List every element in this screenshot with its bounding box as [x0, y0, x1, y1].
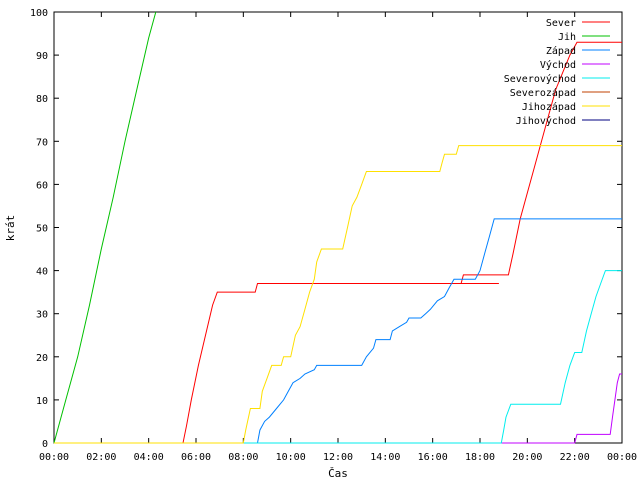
- series-line-0: [54, 41, 622, 444]
- y-tick-label: 100: [30, 8, 48, 19]
- legend-entry-label: Západ: [546, 45, 576, 57]
- y-tick-label: 0: [42, 439, 48, 450]
- series-line-6: [54, 145, 622, 444]
- y-tick-label: 50: [36, 224, 48, 235]
- x-tick-label: 00:00: [607, 452, 637, 463]
- series-line-1: [53, 11, 157, 444]
- y-tick-label: 10: [36, 396, 48, 407]
- series-line-2: [54, 218, 622, 444]
- x-tick-label: 14:00: [370, 452, 400, 463]
- x-axis-label: Čas: [328, 467, 348, 480]
- legend-entry-label: Sever: [546, 18, 576, 29]
- x-tick-label: 06:00: [181, 452, 211, 463]
- x-tick-label: 04:00: [134, 452, 164, 463]
- series-line-3: [54, 373, 622, 444]
- series-line-4: [54, 270, 622, 444]
- y-tick-label: 70: [36, 137, 48, 148]
- y-tick-label: 90: [36, 51, 48, 62]
- x-tick-label: 00:00: [39, 452, 69, 463]
- x-tick-label: 12:00: [323, 452, 353, 463]
- tick-group: 0 10 20 30 40 50 60 70 80 90 100 00:00 02:00 04:00 06:…: [30, 8, 637, 463]
- x-tick-label: 22:00: [560, 452, 590, 463]
- x-tick-label: 10:00: [276, 452, 306, 463]
- y-tick-label: 20: [36, 353, 48, 364]
- y-tick-label: 60: [36, 180, 48, 191]
- x-tick-label: 08:00: [228, 452, 258, 463]
- x-tick-label: 02:00: [86, 452, 116, 463]
- legend: Sever Jih Západ Východ Severovýchod Severozáp…: [504, 18, 610, 127]
- y-axis-label: krát: [4, 215, 17, 242]
- x-tick-label: 18:00: [465, 452, 495, 463]
- legend-entry-label: Severozápad: [510, 87, 576, 99]
- legend-entry-label: Jih: [558, 32, 576, 43]
- legend-entry-label: Východ: [540, 59, 576, 71]
- x-tick-label: 20:00: [512, 452, 542, 463]
- y-tick-label: 40: [36, 267, 48, 278]
- series-group: [53, 11, 622, 444]
- legend-entry-label: Jihovýchod: [516, 115, 576, 127]
- legend-entry-label: Severovýchod: [504, 73, 576, 85]
- x-tick-label: 16:00: [418, 452, 448, 463]
- y-tick-label: 80: [36, 94, 48, 105]
- legend-entry-label: Jihozápad: [522, 101, 576, 113]
- y-tick-label: 30: [36, 310, 48, 321]
